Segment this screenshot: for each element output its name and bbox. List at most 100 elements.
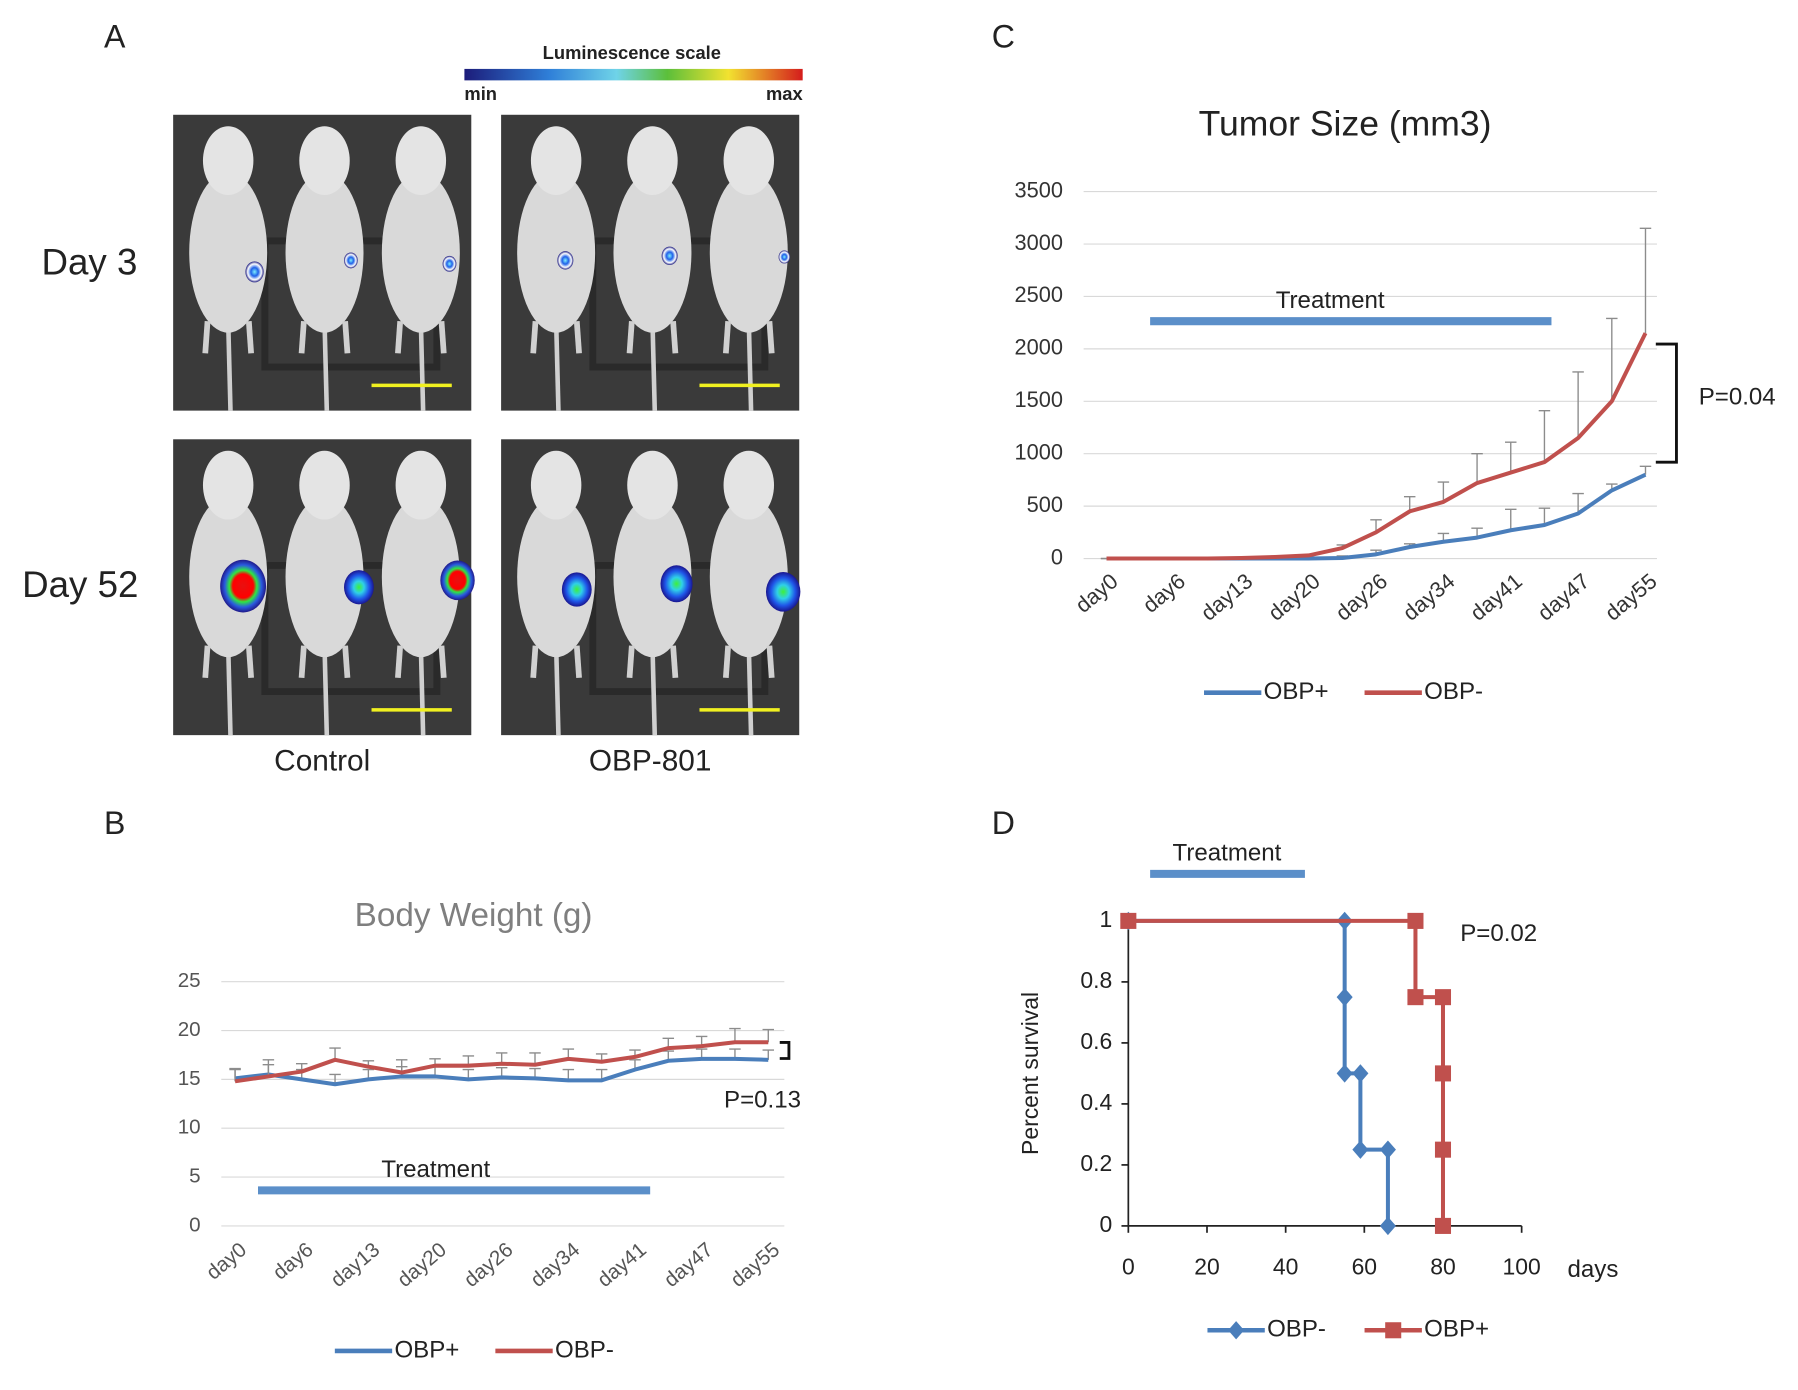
column-label: Control [274,745,370,778]
marker [1434,989,1452,1006]
error-bar [729,1027,741,1043]
mouse-head [627,126,678,196]
mouse-body [517,172,596,333]
mouse-tail [553,321,561,411]
marker [1352,1064,1369,1083]
legend-marker [1228,1321,1245,1340]
x-tick-label: day41 [593,1238,651,1292]
x-tick-label: day47 [1533,568,1595,625]
y-tick-label: 25 [178,969,201,992]
legend-label: OBP- [555,1336,614,1363]
mouse-body [709,172,788,333]
x-tick-label: 100 [1503,1253,1541,1279]
mouse-leg [342,320,351,354]
mouse-head [202,450,254,520]
significance-bracket [1655,342,1678,464]
error-bar [1639,227,1652,334]
mouse-leg [766,645,775,679]
mouse-tail [746,645,754,736]
panel-label: A [104,19,126,55]
marker [1120,912,1137,929]
y-tick-label: 1000 [1015,439,1063,464]
series-line [1106,332,1648,561]
mouse-head [202,126,254,196]
mouse-head [299,450,350,520]
error-bar [1572,371,1584,438]
x-tick-label: 0 [1122,1253,1135,1279]
marker [1434,1065,1452,1082]
mouse-leg [342,645,351,679]
mouse-leg [298,645,307,679]
mouse-body [613,496,692,658]
luminescence-signal [344,570,374,605]
x-tick-label: day26 [1331,568,1393,625]
y-tick-label: 10 [178,1116,201,1139]
y-tick-label: 0.8 [1080,967,1112,993]
legend-label: OBP+ [1264,678,1329,705]
error-bar [1538,410,1551,463]
y-tick-label: 0 [1100,1211,1113,1237]
y-tick-label: 2000 [1015,335,1063,360]
mouse-leg [766,320,775,354]
mouse-leg [573,645,582,679]
series-line [234,1056,769,1087]
mouse-body [709,496,788,658]
luminescence-signal [245,261,264,283]
luminescence-signal [778,250,791,264]
mouse-leg [722,320,732,354]
treatment-label: Treatment [1173,840,1282,867]
mouse-head [530,126,582,196]
mouse-body [613,172,692,333]
error-bar [262,1059,275,1077]
mouse-leg [202,320,211,354]
mouse-tail [553,645,561,736]
significance-bracket [779,1041,791,1060]
error-bar [1437,481,1450,502]
mouse-body [189,172,268,333]
marker [1379,1140,1396,1159]
y-tick-label: 1 [1100,906,1113,932]
luminescence-signal [765,572,801,612]
x-tick-label: day55 [1600,568,1662,625]
x-tick-label: day6 [1138,568,1190,617]
mouse-leg [395,645,404,679]
marker [1379,1216,1396,1236]
scale-max: max [766,83,803,104]
x-tick-label: day41 [1465,568,1527,625]
p-value: P=0.04 [1699,383,1776,410]
mouse-body [381,496,460,658]
series-line [234,1040,769,1084]
legend-marker [1385,1322,1402,1339]
mouse-leg [626,645,635,679]
error-bar [1606,317,1618,402]
mouse-leg [438,320,447,354]
error-bar [1471,453,1483,484]
legend-label: OBP- [1424,678,1483,705]
mouse-body [285,172,364,333]
column-label: OBP-801 [589,745,712,778]
marker [1336,1064,1353,1083]
mouse-tail [322,645,330,736]
mouse-tail [418,321,426,411]
x-tick-label: day34 [1398,568,1460,625]
luminescence-signal [561,572,592,607]
mouse-tail [650,321,658,411]
mouse-tail [650,645,658,736]
mouse-tail [322,321,330,411]
luminescence-scale-bar [464,68,803,81]
mouse-tail [225,645,233,736]
y-tick-label: 500 [1027,492,1063,517]
x-tick-label: day20 [1263,568,1325,625]
marker [1336,987,1353,1007]
error-bar [762,1028,775,1043]
luminescence-signal [557,251,574,270]
x-tick-label: day47 [660,1238,718,1292]
treatment-label: Treatment [381,1156,490,1183]
mouse-leg [245,645,254,679]
error-bar [1505,508,1517,531]
mouse-head [299,126,350,196]
error-bar [395,1059,408,1073]
y-axis-label: Percent survival [1017,992,1043,1155]
mouse-head [627,450,678,520]
